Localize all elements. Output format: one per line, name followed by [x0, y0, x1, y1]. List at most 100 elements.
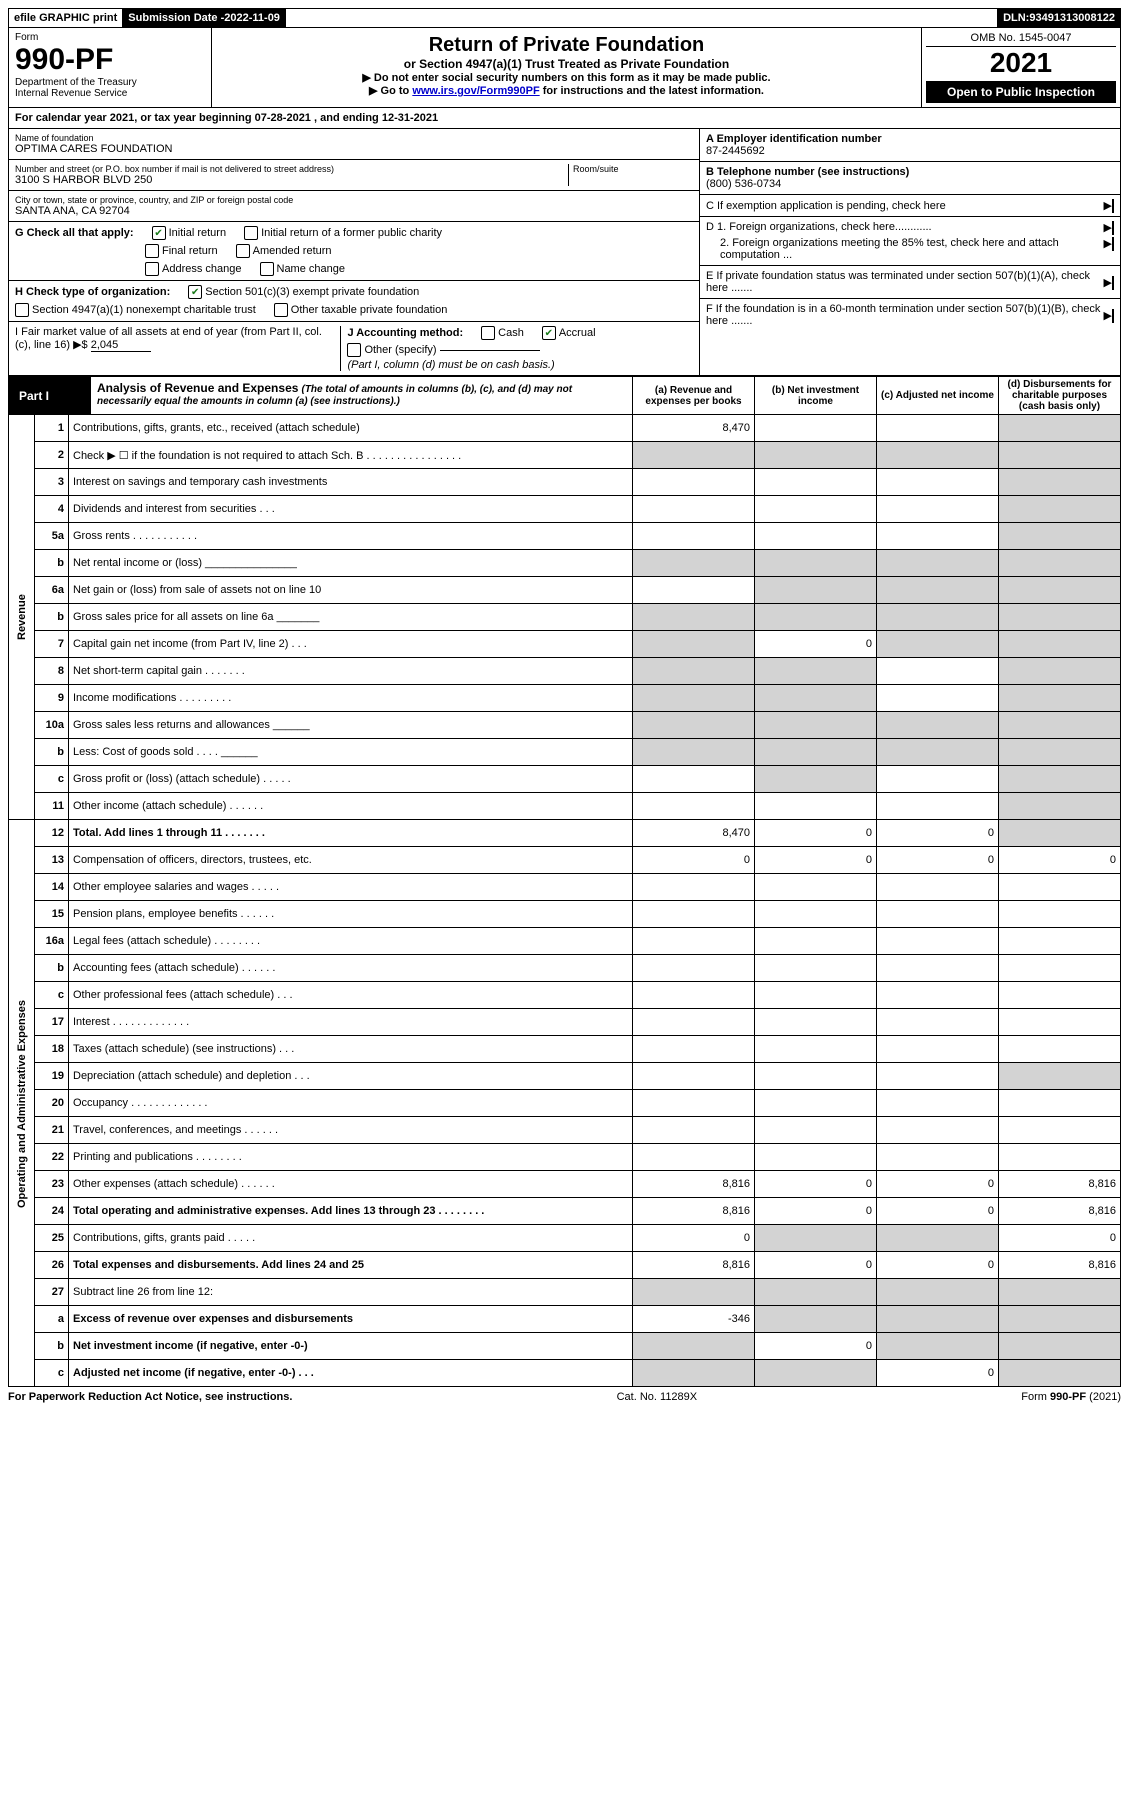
cell-c: [877, 1063, 999, 1090]
row-number: 17: [35, 1009, 69, 1036]
cell-a: [633, 1360, 755, 1387]
page-footer: For Paperwork Reduction Act Notice, see …: [8, 1387, 1121, 1403]
cell-d: [999, 712, 1121, 739]
cell-c: [877, 955, 999, 982]
row-number: 7: [35, 631, 69, 658]
row-number: b: [35, 955, 69, 982]
row-number: 1: [35, 415, 69, 442]
row-desc: Net gain or (loss) from sale of assets n…: [69, 577, 633, 604]
cell-b: 0: [755, 1333, 877, 1360]
checkbox-icon[interactable]: [1112, 309, 1114, 323]
d1-label: D 1. Foreign organizations, check here..…: [706, 221, 932, 234]
cell-c: [877, 631, 999, 658]
section-h: H Check type of organization: ✔Section 5…: [9, 281, 699, 322]
calendar-year-row: For calendar year 2021, or tax year begi…: [8, 108, 1121, 129]
checkbox-icon[interactable]: [1112, 237, 1114, 251]
row-desc: Other expenses (attach schedule) . . . .…: [69, 1171, 633, 1198]
cell-c: [877, 550, 999, 577]
cell-d: [999, 631, 1121, 658]
c-exemption-cell: C If exemption application is pending, c…: [700, 195, 1120, 217]
check-4947a1[interactable]: Section 4947(a)(1) nonexempt charitable …: [15, 303, 256, 317]
row-desc: Excess of revenue over expenses and disb…: [69, 1306, 633, 1333]
check-initial-return-former[interactable]: Initial return of a former public charit…: [244, 226, 442, 240]
j-item-0: Cash: [498, 327, 524, 339]
part1-label: Part I: [9, 377, 91, 414]
irs-form-link[interactable]: www.irs.gov/Form990PF: [412, 85, 539, 97]
row-desc: Contributions, gifts, grants, etc., rece…: [69, 415, 633, 442]
row-number: 18: [35, 1036, 69, 1063]
submission-date-value: 2022-11-09: [224, 12, 280, 24]
cell-d: [999, 523, 1121, 550]
cell-a: [633, 496, 755, 523]
checkbox-icon[interactable]: [1112, 199, 1114, 213]
cell-a: [633, 766, 755, 793]
part1-title-bold: Analysis of Revenue and Expenses: [97, 381, 298, 395]
row-desc: Less: Cost of goods sold . . . . ______: [69, 739, 633, 766]
cell-d: [999, 685, 1121, 712]
row-number: 27: [35, 1279, 69, 1306]
row-number: 4: [35, 496, 69, 523]
tax-year: 2021: [926, 47, 1116, 79]
cell-b: [755, 523, 877, 550]
cell-d: [999, 820, 1121, 847]
checkbox-icon: [236, 244, 250, 258]
cell-d: [999, 928, 1121, 955]
col-b-header: (b) Net investment income: [755, 377, 877, 415]
cell-a: -346: [633, 1306, 755, 1333]
footer-left: For Paperwork Reduction Act Notice, see …: [8, 1391, 292, 1403]
cell-a: [633, 1090, 755, 1117]
cell-c: [877, 577, 999, 604]
cell-d: [999, 577, 1121, 604]
cell-d: 8,816: [999, 1171, 1121, 1198]
row-desc: Depreciation (attach schedule) and deple…: [69, 1063, 633, 1090]
row-desc: Occupancy . . . . . . . . . . . . .: [69, 1090, 633, 1117]
footer-form-number: 990-PF: [1050, 1391, 1086, 1403]
cell-c: [877, 928, 999, 955]
cell-d: [999, 415, 1121, 442]
cell-a: 8,470: [633, 415, 755, 442]
cell-b: [755, 1117, 877, 1144]
cell-c: 0: [877, 847, 999, 874]
check-other-taxable[interactable]: Other taxable private foundation: [274, 303, 448, 317]
check-amended-return[interactable]: Amended return: [236, 244, 332, 258]
submission-date: Submission Date - 2022-11-09: [123, 9, 286, 27]
cell-a: [633, 1009, 755, 1036]
row-desc: Gross rents . . . . . . . . . . .: [69, 523, 633, 550]
check-address-change[interactable]: Address change: [145, 262, 242, 276]
checkbox-icon[interactable]: [1112, 221, 1114, 235]
cell-a: [633, 631, 755, 658]
row-number: c: [35, 982, 69, 1009]
cell-a: [633, 523, 755, 550]
calyear-begin: 07-28-2021: [255, 112, 311, 124]
cell-c: [877, 685, 999, 712]
row-number: 8: [35, 658, 69, 685]
row-desc: Total. Add lines 1 through 11 . . . . . …: [69, 820, 633, 847]
check-501c3[interactable]: ✔Section 501(c)(3) exempt private founda…: [188, 285, 419, 299]
g-label: G Check all that apply:: [15, 227, 134, 239]
address-label: Number and street (or P.O. box number if…: [15, 164, 568, 174]
check-name-change[interactable]: Name change: [260, 262, 346, 276]
footer-right: Form 990-PF (2021): [1021, 1391, 1121, 1403]
cell-c: [877, 793, 999, 820]
col-d-header: (d) Disbursements for charitable purpose…: [999, 377, 1121, 415]
citystate-value: SANTA ANA, CA 92704: [15, 205, 693, 217]
cell-a: 8,816: [633, 1198, 755, 1225]
ein-value: 87-2445692: [706, 145, 1114, 157]
check-cash[interactable]: Cash: [481, 326, 524, 340]
j-item-1: Accrual: [559, 327, 596, 339]
row-number: 24: [35, 1198, 69, 1225]
cell-d: [999, 1009, 1121, 1036]
row-number: 16a: [35, 928, 69, 955]
check-accrual[interactable]: ✔Accrual: [542, 326, 596, 340]
check-final-return[interactable]: Final return: [145, 244, 218, 258]
efile-print[interactable]: efile GRAPHIC print: [9, 9, 123, 27]
form-title: Return of Private Foundation: [218, 34, 915, 57]
checkmark-icon: ✔: [188, 285, 202, 299]
check-initial-return[interactable]: ✔Initial return: [152, 226, 226, 240]
cell-b: 0: [755, 1171, 877, 1198]
cell-c: [877, 1117, 999, 1144]
checkbox-icon[interactable]: [1112, 276, 1114, 290]
check-other-specify[interactable]: Other (specify): [347, 343, 539, 357]
row-number: 14: [35, 874, 69, 901]
submission-date-label: Submission Date -: [128, 12, 224, 24]
